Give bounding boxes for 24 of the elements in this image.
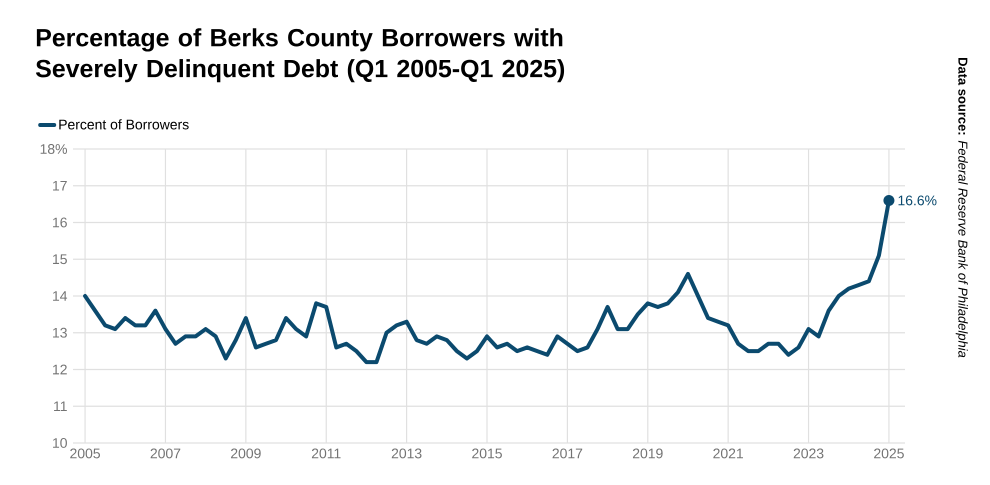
x-tick-label: 2017 — [552, 448, 582, 458]
x-tick-label: 2023 — [794, 448, 824, 458]
x-tick-label: 2013 — [392, 448, 422, 458]
y-tick-label: 11 — [54, 401, 67, 412]
x-tick-label: 2019 — [632, 448, 663, 458]
x-tick-label: 2015 — [472, 448, 502, 458]
y-tick-label: 17 — [53, 180, 67, 191]
x-tick-label: 2021 — [713, 448, 743, 458]
x-tick-label: 2011 — [312, 448, 341, 458]
y-tick-label: 12 — [53, 364, 67, 374]
y-tick-label: 15 — [53, 254, 67, 264]
y-tick-label: 13 — [53, 328, 67, 338]
y-tick-label: 18% — [40, 144, 67, 154]
x-tick-label: 2025 — [874, 448, 904, 458]
text: Data source: Federal Reserve Bank of Philadelphia — [956, 58, 968, 358]
y-tick-label: 14 — [53, 291, 68, 301]
legend-label: Percent of Borrowers — [59, 119, 189, 130]
y-tick-label: 10 — [53, 438, 67, 448]
y-tick-label: 16 — [53, 218, 67, 228]
chart-title: Percentage of Berks County Borrowers with Severely Delinquent Debt (Q1 2005-Q1 2025) — [36, 28, 564, 82]
x-tick-label: 2009 — [231, 448, 261, 458]
x-tick-label: 2005 — [70, 448, 100, 458]
x-tick-label: 2007 — [150, 448, 180, 458]
data-label: 16.6% — [898, 195, 937, 206]
